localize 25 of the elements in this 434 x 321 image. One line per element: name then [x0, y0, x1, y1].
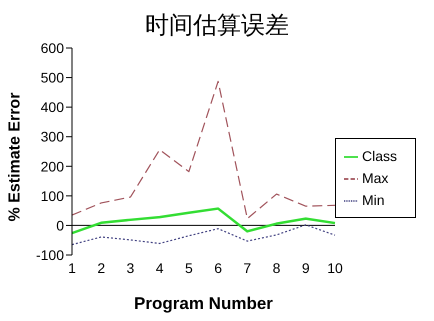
x-tick-label: 6 [214, 260, 222, 276]
x-tick-label: 3 [126, 260, 135, 276]
x-axis-title: Program Number [134, 294, 274, 313]
legend-label: Min [362, 192, 385, 208]
x-tick-label: 2 [97, 260, 106, 276]
x-tick-label: 5 [184, 260, 193, 276]
legend-label: Max [362, 170, 388, 186]
y-tick-label: 600 [40, 40, 64, 56]
y-axis-title: % Estimate Error [6, 92, 24, 222]
chart-title: 时间估算误差 [145, 11, 289, 39]
x-tick-label: 8 [272, 260, 281, 276]
x-tick-label: 9 [302, 260, 310, 276]
y-tick-label: 100 [40, 188, 64, 204]
y-tick-label: 500 [40, 70, 64, 86]
y-tick-label: 300 [40, 128, 64, 145]
y-tick-label: 200 [40, 158, 64, 174]
y-tick-label: 400 [40, 99, 64, 116]
x-tick-label: 7 [243, 260, 252, 276]
y-tick-label: -100 [36, 246, 64, 263]
legend-label: Class [362, 148, 397, 164]
x-tick-label: 10 [327, 260, 343, 276]
x-tick-label: 4 [156, 260, 164, 276]
y-tick-label: 0 [56, 217, 64, 234]
x-tick-label: 1 [68, 260, 76, 276]
line-series [71, 80, 336, 220]
